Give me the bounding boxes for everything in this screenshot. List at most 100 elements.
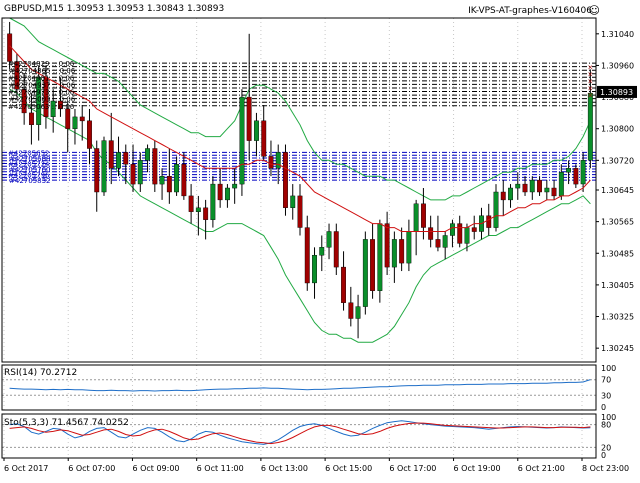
bullish-candle <box>529 179 535 193</box>
bullish-candle <box>515 183 521 189</box>
bullish-candle <box>239 96 245 185</box>
price-tick-label: 1.30405 <box>601 281 634 290</box>
vps-label: IK-VPS-AT-graphes-V160406 <box>468 6 592 16</box>
rsi-title: RSI(14) 70.2712 <box>4 368 78 378</box>
order-level-label: #42705063 :: 0.06 <box>8 103 75 111</box>
bullish-candle <box>101 140 107 193</box>
symbol-header: GBPUSD,M15 1.30953 1.30953 1.30843 1.308… <box>4 4 225 14</box>
bullish-candle <box>232 183 238 189</box>
bullish-candle <box>312 254 317 284</box>
upper-band-line <box>9 17 591 201</box>
price-tick-label: 1.31040 <box>601 30 634 39</box>
order-level-label: #42704829 :: 0.06 <box>8 60 75 68</box>
order-marker: × <box>587 84 593 92</box>
order-level-label: #42705003 :: 0.06 <box>9 96 76 104</box>
order-marker: × <box>587 77 593 85</box>
bullish-candle <box>450 223 455 236</box>
time-tick-label: 6 Oct 21:00 <box>518 464 565 473</box>
bearish-candle <box>370 239 375 291</box>
bearish-candle <box>341 266 346 303</box>
bearish-candle <box>348 302 354 319</box>
rsi-tick-label: 30 <box>601 391 611 400</box>
pending-level-label: #42705652 <box>8 149 50 157</box>
bullish-candle <box>174 164 180 193</box>
bullish-candle <box>362 239 368 307</box>
pending-level-label: #42705796 <box>8 172 50 180</box>
order-level-label: #42704865 :: 0.06 <box>9 67 76 75</box>
bullish-candle <box>253 120 259 141</box>
moving-average-line <box>9 45 591 232</box>
price-tag-label: 1.30893 <box>600 88 633 97</box>
bullish-candle <box>275 152 281 169</box>
horizontal-levels <box>2 62 596 181</box>
bearish-candle <box>181 164 187 197</box>
bullish-candle <box>544 187 550 193</box>
order-marker: × <box>587 70 593 78</box>
bearish-candle <box>457 223 463 244</box>
bearish-candle <box>384 223 390 268</box>
stoch-tick-label: 80 <box>601 421 611 430</box>
rsi-tick-label: 100 <box>601 364 616 373</box>
bearish-candle <box>86 120 92 149</box>
bullish-candle <box>36 77 42 125</box>
bearish-candle <box>471 227 477 232</box>
bearish-candle <box>537 179 542 193</box>
pending-level-label: #42705724 <box>8 161 50 169</box>
bearish-candle <box>217 183 223 201</box>
price-tag-box <box>597 85 637 98</box>
pending-level-label: #42705760 <box>9 166 51 174</box>
bearish-candle <box>435 239 441 248</box>
time-tick-label: 8 Oct 23:00 <box>582 464 629 473</box>
bullish-candle <box>406 231 412 264</box>
bullish-candle <box>326 231 332 248</box>
price-tick-label: 1.30960 <box>601 61 634 70</box>
order-level-label: #42704901 :: 0.06 <box>8 74 75 82</box>
stoch-tick-label: 0 <box>601 451 606 460</box>
bullish-candle <box>195 207 201 213</box>
bearish-candle <box>94 148 100 193</box>
time-tick-label: 6 Oct 11:00 <box>197 464 244 473</box>
bullish-candle <box>391 239 397 268</box>
price-tick-label: 1.30485 <box>601 249 634 258</box>
bullish-candle <box>377 223 383 292</box>
bearish-candle <box>152 148 158 185</box>
time-tick-label: 6 Oct 09:00 <box>132 464 179 473</box>
rsi-tick-label: 70 <box>601 376 611 385</box>
level-labels: #42704829 :: 0.06#42704865 :: 0.06#42704… <box>8 60 76 185</box>
pending-level-label: #42705688 <box>9 155 51 163</box>
stoch-tick-label: 20 <box>601 443 611 452</box>
time-tick-label: 6 Oct 2017 <box>4 464 48 473</box>
x-axis: 6 Oct 2017 6 Oct 07:00 6 Oct 09:00 6 Oct 11… <box>3 458 629 473</box>
stoch-signal-line <box>9 422 591 445</box>
candles <box>7 21 593 339</box>
bearish-candle <box>421 203 426 228</box>
bearish-candle <box>123 152 129 165</box>
bullish-candle <box>159 175 165 185</box>
time-tick-label: 6 Oct 07:00 <box>68 464 115 473</box>
order-level-label: #42704937 :: 0.06 <box>9 81 76 89</box>
order-level-label: #42704973 :: 0.06 <box>8 89 75 97</box>
bearish-candle <box>486 215 492 228</box>
bearish-candle <box>65 108 71 129</box>
bearish-candle <box>551 187 557 197</box>
bullish-candle <box>566 168 571 173</box>
smiley-icon: ☺ <box>588 4 600 17</box>
bullish-candle <box>319 247 325 256</box>
pending-level-label: #42705832 <box>9 177 51 185</box>
price-tick-label: 1.30245 <box>601 344 634 353</box>
bearish-candle <box>21 88 27 114</box>
bearish-candle <box>29 112 34 126</box>
bullish-candle <box>355 306 361 319</box>
lower-band-line <box>9 88 591 343</box>
bullish-candle <box>116 152 122 169</box>
bearish-candle <box>130 164 136 185</box>
bullish-candle <box>137 160 143 185</box>
bollinger-bands <box>9 17 591 343</box>
bearish-candle <box>399 239 405 264</box>
indicator-windows <box>2 379 596 448</box>
price-tick-label: 1.30645 <box>601 186 634 195</box>
price-tick-label: 1.30325 <box>601 313 634 322</box>
